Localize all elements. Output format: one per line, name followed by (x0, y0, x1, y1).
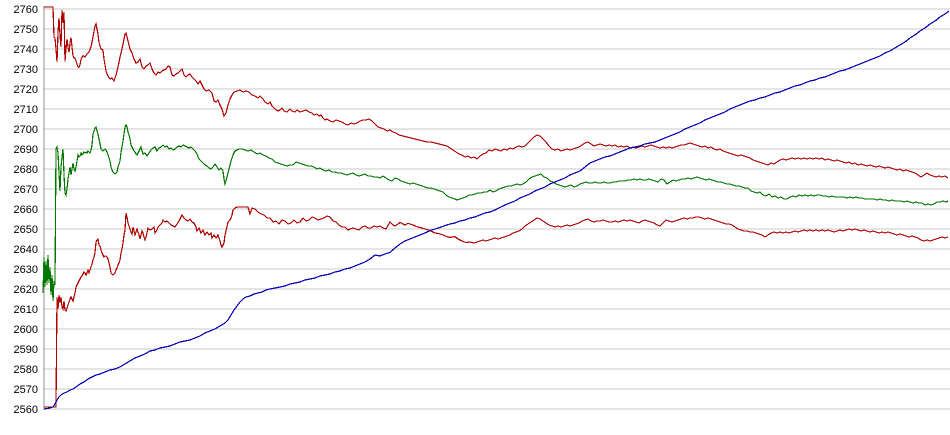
y-axis-tick-label: 2590 (14, 344, 38, 356)
y-axis-tick-label: 2660 (14, 204, 38, 216)
y-axis-tick-label: 2640 (14, 244, 38, 256)
y-axis-tick-label: 2740 (14, 44, 38, 56)
y-axis-tick-label: 2650 (14, 224, 38, 236)
y-axis-tick-label: 2600 (14, 324, 38, 336)
y-axis-tick-label: 2680 (14, 164, 38, 176)
blue-rising-line (43, 10, 950, 410)
y-axis-tick-label: 2610 (14, 304, 38, 316)
y-axis-tick-label: 2710 (14, 104, 38, 116)
y-axis-tick-label: 2620 (14, 284, 38, 296)
red-upper-line (44, 6, 949, 179)
y-axis-tick-label: 2560 (14, 404, 38, 416)
y-axis-tick-label: 2570 (14, 384, 38, 396)
y-axis-tick-label: 2690 (14, 144, 38, 156)
y-axis-tick-label: 2630 (14, 264, 38, 276)
y-axis-tick-label: 2580 (14, 364, 38, 376)
y-axis-tick-label: 2670 (14, 184, 38, 196)
y-axis-tick-label: 2760 (14, 4, 38, 16)
y-axis-tick-label: 2730 (14, 64, 38, 76)
green-middle-line (42, 123, 949, 302)
y-axis-tick-label: 2700 (14, 124, 38, 136)
red-lower-line (44, 206, 949, 408)
y-axis-tick-label: 2720 (14, 84, 38, 96)
y-axis-tick-label: 2750 (14, 24, 38, 36)
